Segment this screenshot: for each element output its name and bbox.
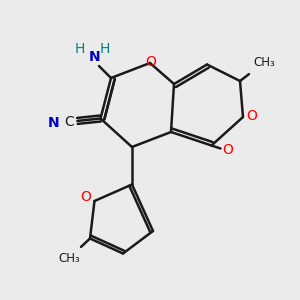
- Text: CH₃: CH₃: [253, 56, 275, 70]
- Text: N: N: [48, 116, 59, 130]
- Text: O: O: [223, 143, 233, 157]
- Text: O: O: [247, 109, 257, 122]
- Text: O: O: [81, 190, 92, 204]
- Text: H: H: [100, 43, 110, 56]
- Text: C: C: [65, 116, 74, 129]
- Text: H: H: [74, 43, 85, 56]
- Text: N: N: [89, 50, 100, 64]
- Text: CH₃: CH₃: [58, 252, 80, 266]
- Text: O: O: [145, 55, 156, 68]
